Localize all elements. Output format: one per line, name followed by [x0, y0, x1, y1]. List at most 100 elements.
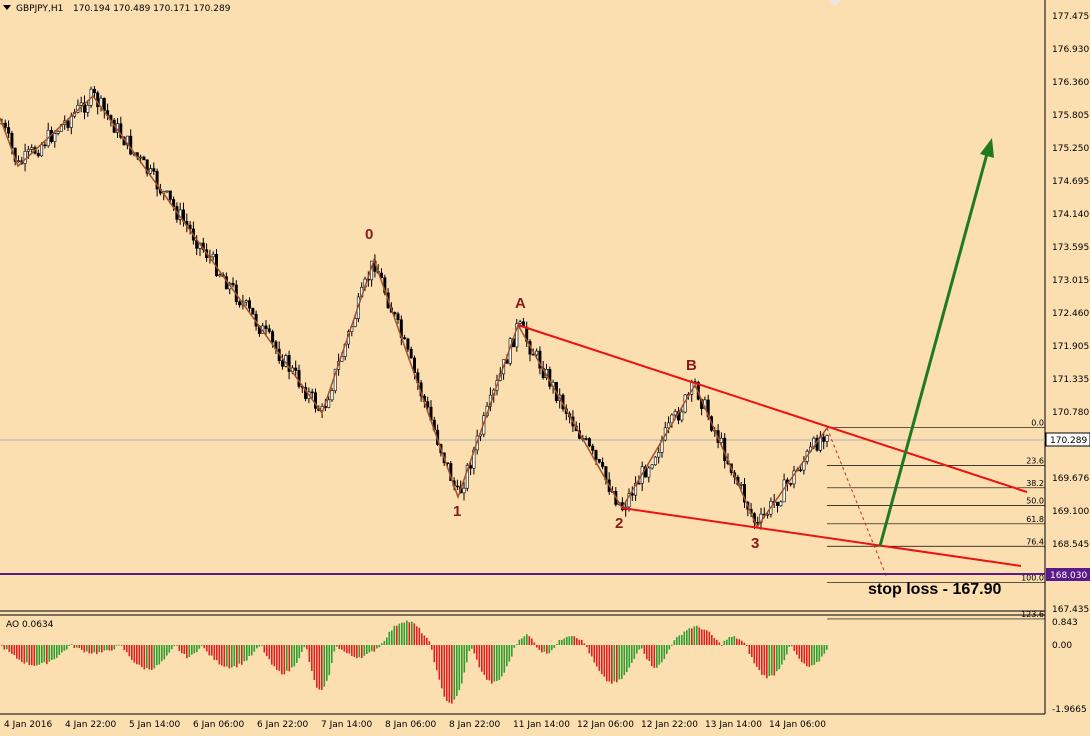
ao-bar: [226, 645, 228, 667]
ao-bar: [498, 645, 501, 681]
ao-bar: [326, 645, 328, 681]
price-tick: 176.930: [1052, 45, 1089, 55]
fib-level-label: 61.8: [1026, 515, 1044, 524]
scroll-marker-icon[interactable]: [829, 0, 841, 6]
candle-body: [719, 437, 723, 443]
price-tick: 171.905: [1052, 342, 1089, 352]
ao-bar: [403, 622, 406, 645]
candle-body: [396, 313, 400, 321]
ao-bar: [493, 645, 496, 682]
ao-bar: [368, 645, 371, 653]
ao-bar: [198, 645, 201, 649]
support-price-box: [1046, 568, 1090, 581]
ao-bar: [336, 645, 338, 647]
candle-body: [327, 399, 331, 408]
wave-label-3: 3: [751, 535, 759, 552]
ao-bar: [611, 645, 613, 684]
ao-bar: [671, 644, 673, 646]
candle-body: [469, 465, 473, 469]
ao-bar: [96, 645, 98, 655]
ao-bar: [533, 642, 536, 645]
candle-body: [518, 321, 522, 324]
ao-bar: [221, 645, 223, 666]
dropdown-triangle-icon[interactable]: [3, 5, 11, 10]
ao-bar: [458, 645, 461, 691]
ao-bar: [586, 645, 588, 648]
ao-bar: [91, 645, 93, 654]
candle-body: [271, 331, 275, 343]
ao-bar: [286, 645, 288, 671]
candle-body: [231, 282, 235, 286]
wave-label-a: A: [515, 295, 526, 312]
ao-bar: [808, 645, 811, 667]
ao-bar: [268, 645, 271, 660]
ao-bar: [8, 645, 11, 652]
time-axis: 4 Jan 2016 4 Jan 22:00 5 Jan 14:00 6 Jan…: [4, 720, 826, 730]
ao-bar: [316, 645, 318, 688]
ao-bar: [173, 645, 176, 647]
ao-bar: [811, 645, 813, 666]
price-tick: 168.545: [1052, 540, 1089, 550]
lower-trendline[interactable]: [621, 507, 1022, 567]
upper-trendline[interactable]: [517, 324, 1028, 493]
fibonacci-levels[interactable]: 0.0 23.6 38.2 50.0 61.8 76.4 100.0 123.6: [827, 419, 1045, 620]
price-tick: 174.140: [1052, 210, 1089, 220]
ao-bar: [256, 645, 258, 649]
ao-bar: [233, 645, 236, 667]
candle-body: [789, 483, 793, 485]
ao-bar: [51, 645, 53, 660]
price-tick: 172.460: [1052, 309, 1089, 319]
ao-bar: [396, 625, 398, 645]
ao-bar: [503, 645, 506, 673]
stop-loss-label: stop loss - 167.90: [868, 581, 1001, 598]
ao-bar: [41, 645, 43, 664]
ao-bar: [558, 639, 561, 645]
ao-bar: [178, 645, 181, 651]
time-tick: 4 Jan 2016: [4, 720, 52, 730]
ao-bar: [723, 640, 726, 645]
price-tick: 170.780: [1052, 408, 1089, 418]
time-tick: 8 Jan 06:00: [385, 720, 437, 730]
ao-bar: [343, 645, 346, 652]
candle-body: [742, 484, 746, 503]
ao-bar: [148, 645, 151, 670]
ao-bar: [346, 645, 348, 654]
ao-bar: [781, 645, 783, 665]
ao-bar: [626, 645, 628, 673]
candle-body: [637, 482, 641, 485]
candle-body: [287, 355, 291, 372]
ao-bar: [486, 645, 488, 680]
ao-bar: [791, 645, 793, 647]
fib-level-label: 23.6: [1026, 456, 1044, 465]
ao-bar: [501, 645, 503, 677]
candle-body: [248, 300, 252, 309]
ao-bar: [386, 637, 388, 645]
ao-bar: [653, 645, 656, 668]
ao-bar: [118, 644, 121, 646]
ao-bar: [193, 645, 196, 654]
candle-body: [66, 120, 70, 128]
candle-body: [779, 501, 783, 507]
time-tick: 14 Jan 06:00: [769, 720, 826, 730]
ao-bar: [446, 645, 448, 701]
ao-bar: [481, 645, 483, 672]
ao-bar: [3, 645, 6, 650]
ao-bar: [591, 645, 593, 657]
candle-body: [149, 168, 153, 174]
ao-bar: [76, 645, 78, 648]
candle-body: [280, 360, 284, 367]
ao-bar: [518, 639, 521, 645]
ao-bar: [431, 645, 433, 650]
ao-bar: [68, 645, 71, 646]
candle-body: [680, 411, 684, 421]
target-arrow: [878, 149, 990, 547]
ao-bar: [606, 645, 608, 682]
candle-body: [379, 272, 383, 279]
ao-bar: [171, 645, 173, 650]
ao-bar: [1, 645, 3, 646]
ao-bar: [468, 645, 471, 652]
ao-bar: [261, 645, 263, 646]
ao-bar: [406, 620, 408, 645]
ao-bar: [308, 645, 311, 662]
